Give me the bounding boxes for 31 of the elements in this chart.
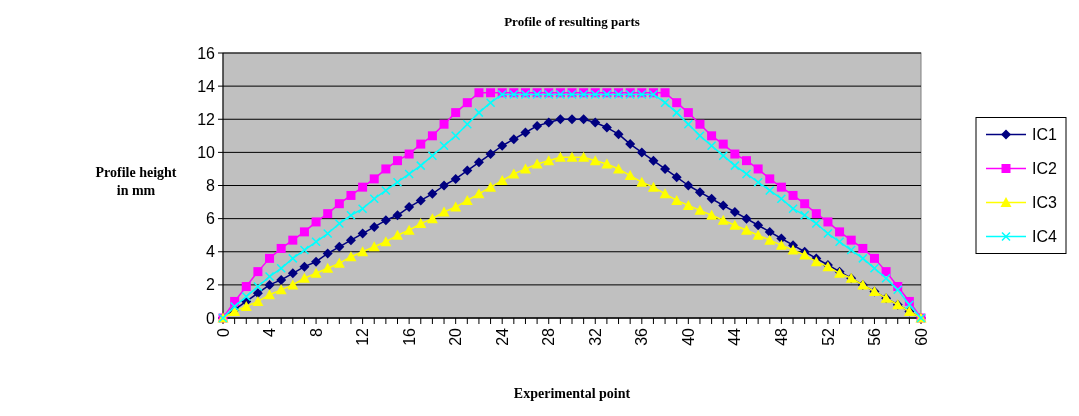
x-tick-label: 36 (633, 327, 651, 346)
x-tick-label: 32 (586, 327, 604, 346)
y-tick-label: 2 (206, 276, 216, 294)
chart-title: Profile of resulting parts (504, 14, 640, 29)
legend-label: IC2 (1032, 160, 1057, 178)
y-tick-label: 8 (206, 177, 216, 195)
x-tick-label: 48 (773, 327, 790, 346)
x-tick-label: 56 (866, 327, 884, 346)
x-tick-label: 20 (447, 327, 465, 346)
x-tick-label: 28 (540, 327, 558, 346)
x-tick-label: 60 (912, 327, 930, 346)
y-tick-label: 10 (197, 143, 216, 161)
y-tick-label: 14 (197, 77, 216, 95)
y-tick-label: 4 (206, 243, 216, 261)
y-tick-label: 12 (197, 110, 216, 128)
x-tick-label: 12 (354, 327, 372, 346)
x-tick-label: 44 (726, 327, 744, 346)
y-axis-title: Profile height in mm (95, 164, 177, 198)
x-tick-label: 16 (400, 327, 418, 346)
x-tick-label: 52 (819, 327, 837, 346)
legend-label: IC4 (1032, 228, 1057, 246)
legend-label: IC3 (1032, 194, 1057, 212)
y-tick-label: 6 (206, 210, 216, 228)
x-axis-title: Experimental point (513, 386, 631, 401)
x-tick-label: 4 (261, 327, 279, 337)
legend-label: IC1 (1032, 126, 1057, 144)
x-tick-label: 8 (307, 327, 325, 337)
x-tick-label: 0 (214, 327, 232, 337)
x-tick-label: 24 (493, 327, 511, 346)
x-tick-label: 40 (679, 327, 697, 346)
y-tick-label: 16 (197, 44, 216, 62)
